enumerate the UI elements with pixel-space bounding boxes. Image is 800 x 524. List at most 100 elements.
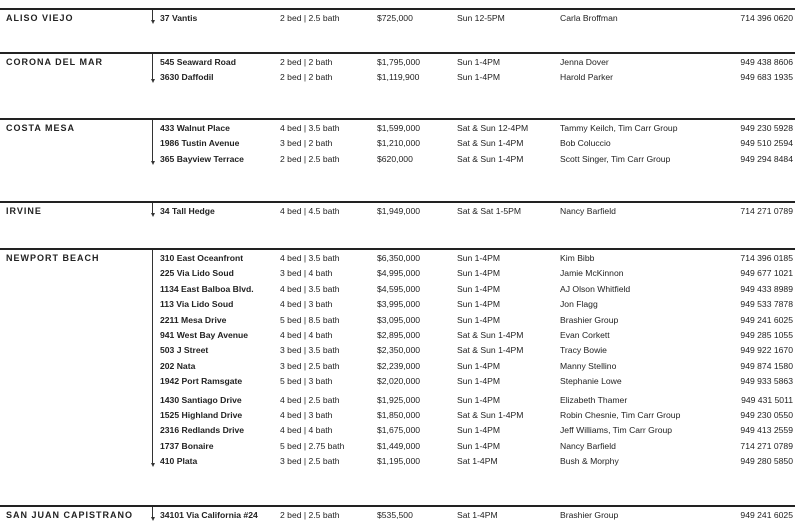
phone: 714 271 0789 <box>740 206 793 216</box>
beds-baths: 4 bed | 3 bath <box>280 410 333 420</box>
price: $2,020,000 <box>377 376 421 387</box>
beds-baths: 4 bed | 3 bath <box>280 299 333 310</box>
price: $1,210,000 <box>377 138 421 149</box>
agent: Scott Singer, Tim Carr Group <box>560 153 671 164</box>
beds-baths: 2 bed | 2.5 bath <box>280 13 340 23</box>
section-rule <box>0 505 795 507</box>
phone: 949 431 5011 <box>741 394 793 405</box>
price: $1,675,000 <box>377 425 421 436</box>
agent: Brashier Group <box>560 510 619 520</box>
address: 37 Vantis <box>160 13 198 23</box>
section-marker-line <box>152 120 153 162</box>
city-name: NEWPORT BEACH <box>6 253 100 263</box>
agent: Manny Stellino <box>560 360 617 371</box>
phone: 949 874 1580 <box>740 360 793 371</box>
phone: 949 677 1021 <box>740 268 793 279</box>
open-house-time: Sun 1-4PM <box>457 253 500 263</box>
agent: Bob Coluccio <box>560 138 611 149</box>
open-house-time: Sat & Sun 1-4PM <box>457 330 524 340</box>
phone: 949 241 6025 <box>740 314 793 325</box>
agent: Jenna Dover <box>560 57 609 67</box>
open-house-time: Sun 1-4PM <box>457 268 500 279</box>
open-house-time: Sun 1-4PM <box>457 72 500 83</box>
beds-baths: 3 bed | 2 bath <box>280 138 333 149</box>
section-rule <box>0 248 795 250</box>
section-marker-arrow <box>150 20 155 24</box>
phone: 949 533 7878 <box>740 299 793 310</box>
beds-baths: 5 bed | 3 bath <box>280 376 333 387</box>
section-rule <box>0 52 795 54</box>
beds-baths: 3 bed | 2.5 bath <box>280 360 340 371</box>
price: $2,239,000 <box>377 360 421 371</box>
address: 3630 Daffodil <box>160 72 214 83</box>
agent: Nancy Barfield <box>560 440 616 451</box>
section-marker-arrow <box>150 79 155 84</box>
address: 310 East Oceanfront <box>160 253 244 263</box>
section-marker-arrow <box>150 517 155 521</box>
price: $1,925,000 <box>377 394 421 405</box>
section-rule <box>0 118 795 120</box>
address: 225 Via Lido Soud <box>160 268 234 279</box>
open-house-time: Sat & Sun 1-4PM <box>457 153 524 164</box>
beds-baths: 3 bed | 2.5 bath <box>280 456 340 467</box>
address: 202 Nata <box>160 360 196 371</box>
section-marker-line <box>152 250 153 465</box>
price: $6,350,000 <box>377 253 421 263</box>
section-marker-line <box>152 54 153 81</box>
beds-baths: 4 bed | 4 bath <box>280 330 333 340</box>
price: $3,995,000 <box>377 299 421 310</box>
price: $1,119,900 <box>377 72 420 83</box>
beds-baths: 2 bed | 2 bath <box>280 72 333 83</box>
price: $2,350,000 <box>377 345 421 356</box>
beds-baths: 5 bed | 2.75 bath <box>280 440 345 451</box>
address: 34101 Via California #24 <box>160 510 258 520</box>
price: $1,195,000 <box>377 456 421 467</box>
open-house-time: Sun 1-4PM <box>457 360 500 371</box>
price: $4,595,000 <box>377 283 421 294</box>
beds-baths: 2 bed | 2 bath <box>280 57 333 67</box>
section-marker-arrow <box>150 213 155 217</box>
price: $1,795,000 <box>377 57 421 67</box>
beds-baths: 2 bed | 2.5 bath <box>280 153 340 164</box>
price: $725,000 <box>377 13 413 23</box>
phone: 949 433 8989 <box>740 283 793 294</box>
phone: 949 280 5850 <box>740 456 793 467</box>
beds-baths: 4 bed | 2.5 bath <box>280 394 340 405</box>
city-name: SAN JUAN CAPISTRANO <box>6 510 134 520</box>
phone: 949 241 6025 <box>740 510 793 520</box>
address: 1430 Santiago Drive <box>160 394 242 405</box>
beds-baths: 4 bed | 3.5 bath <box>280 283 340 294</box>
price: $1,850,000 <box>377 410 421 420</box>
beds-baths: 3 bed | 3.5 bath <box>280 345 340 356</box>
address: 365 Bayview Terrace <box>160 153 244 164</box>
open-house-time: Sat & Sun 1-4PM <box>457 138 524 149</box>
phone: 949 510 2594 <box>740 138 793 149</box>
phone: 949 933 5863 <box>740 376 793 387</box>
agent: Tammy Keilch, Tim Carr Group <box>560 123 678 133</box>
city-name: COSTA MESA <box>6 123 76 133</box>
section-rule <box>0 201 795 203</box>
open-house-time: Sun 1-4PM <box>457 394 500 405</box>
agent: Evan Corkett <box>560 330 610 340</box>
agent: Stephanie Lowe <box>560 376 622 387</box>
agent: Kim Bibb <box>560 253 595 263</box>
beds-baths: 4 bed | 4 bath <box>280 425 333 436</box>
section-marker-arrow <box>150 463 155 468</box>
address: 410 Plata <box>160 456 198 467</box>
agent: Bush & Morphy <box>560 456 619 467</box>
address: 1942 Port Ramsgate <box>160 376 243 387</box>
open-house-time: Sun 1-4PM <box>457 376 500 387</box>
section-marker-line <box>152 203 153 214</box>
open-house-time: Sun 1-4PM <box>457 299 500 310</box>
price: $2,895,000 <box>377 330 421 340</box>
open-house-time: Sat & Sun 1-4PM <box>457 410 524 420</box>
agent: Robin Chesnie, Tim Carr Group <box>560 410 681 420</box>
agent: Carla Broffman <box>560 13 618 23</box>
address: 433 Walnut Place <box>160 123 230 133</box>
agent: Tracy Bowie <box>560 345 607 356</box>
open-house-time: Sun 1-4PM <box>457 314 500 325</box>
beds-baths: 2 bed | 2.5 bath <box>280 510 340 520</box>
open-house-time: Sat & Sun 1-4PM <box>457 345 524 356</box>
beds-baths: 4 bed | 4.5 bath <box>280 206 340 216</box>
